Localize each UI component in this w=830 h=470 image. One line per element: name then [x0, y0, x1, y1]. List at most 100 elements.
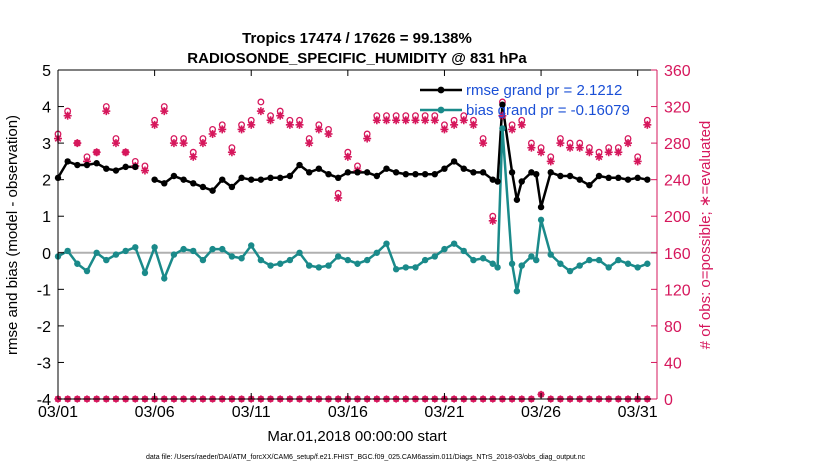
rmse-point	[533, 170, 540, 178]
rmse-point	[508, 169, 516, 176]
rmse-point	[373, 172, 381, 180]
obs-evaluated-point	[614, 148, 623, 157]
bias-point	[557, 260, 564, 267]
rmse-point	[325, 170, 332, 178]
bias-point	[489, 260, 496, 267]
obs-evaluated-point	[111, 139, 120, 148]
bias-point	[170, 251, 178, 258]
rmse-point	[392, 169, 400, 176]
obs-evaluated-point	[575, 143, 584, 152]
rmse-point	[634, 174, 641, 182]
x-tick-label: 03/21	[424, 404, 464, 421]
bias-point	[112, 251, 120, 258]
rmse-point	[513, 196, 521, 203]
chart-title-line1: Tropics 17474 / 17626 = 99.138%	[242, 30, 472, 47]
bias-point	[161, 275, 168, 282]
bias-point	[533, 256, 540, 264]
rmse-point	[431, 170, 438, 178]
bias-point	[383, 240, 390, 247]
rmse-point	[248, 176, 255, 183]
y-tick-label-right: 320	[664, 100, 691, 117]
bias-point	[586, 256, 593, 264]
rmse-point	[103, 165, 110, 172]
bias-point	[190, 247, 197, 255]
rmse-point	[528, 169, 535, 176]
bias-point	[441, 245, 448, 253]
bias-point	[248, 242, 255, 249]
obs-evaluated-point	[266, 116, 275, 125]
obs-evaluated-point	[179, 139, 188, 148]
bias-point	[257, 256, 265, 264]
y-axis-label-right: # of obs: o=possible; ∗=evaluated	[697, 121, 714, 350]
rmse-point	[112, 167, 120, 174]
obs-evaluated-point	[459, 116, 468, 125]
y-tick-label-left: 3	[42, 136, 51, 153]
bias-point	[354, 260, 361, 267]
obs-evaluated-point	[421, 116, 430, 125]
bias-point	[402, 264, 410, 271]
bias-point	[494, 264, 501, 271]
obs-evaluated-point	[150, 120, 159, 129]
y-tick-label-left: -4	[37, 392, 51, 409]
rmse-point	[624, 176, 632, 183]
obs-evaluated-point	[488, 216, 497, 225]
legend-swatch-marker	[437, 86, 445, 94]
rmse-point	[151, 176, 158, 183]
rmse-point	[180, 176, 187, 183]
obs-evaluated-point	[595, 152, 604, 161]
rmse-point	[277, 174, 284, 182]
bias-point	[122, 247, 129, 255]
x-tick-label: 03/01	[38, 404, 78, 421]
rmse-point	[344, 169, 352, 176]
bias-point	[392, 266, 400, 273]
rmse-point	[83, 161, 91, 169]
rmse-point	[132, 163, 139, 171]
bias-point	[83, 267, 91, 275]
rmse-point	[334, 174, 342, 182]
y-tick-label-left: 4	[42, 100, 51, 117]
obs-evaluated-point	[227, 148, 236, 157]
y-tick-label-left: -2	[37, 319, 51, 336]
rmse-point	[64, 158, 71, 165]
obs-evaluated-point	[624, 139, 633, 148]
bias-point	[513, 287, 521, 295]
obs-evaluated-point	[566, 143, 575, 152]
y-tick-label-left: 2	[42, 173, 51, 190]
bias-point	[141, 269, 149, 277]
y-tick-label-left: 5	[42, 63, 51, 80]
obs-evaluated-point	[102, 107, 111, 116]
bias-point	[315, 264, 323, 271]
plot-area	[54, 70, 657, 403]
legend-label: rmse grand pr = 2.1212	[466, 82, 622, 99]
y-tick-label-right: 40	[664, 355, 682, 372]
bias-point	[199, 256, 207, 264]
rmse-point	[644, 176, 651, 183]
bias-point	[209, 245, 216, 253]
obs-evaluated-point	[63, 111, 72, 120]
obs-evaluated-point	[401, 116, 410, 125]
obs-evaluated-point	[295, 120, 304, 129]
rmse-point	[470, 169, 477, 176]
y-axis-label-left: rmse and bias (model - observation)	[4, 115, 21, 355]
rmse-point	[383, 165, 390, 172]
legend-swatch-marker	[437, 106, 445, 114]
rmse-point	[161, 180, 168, 187]
bias-point	[228, 253, 236, 260]
bias-point	[373, 249, 381, 256]
obs-evaluated-point	[189, 152, 198, 161]
x-tick-label: 03/31	[618, 404, 658, 421]
rmse-point	[441, 165, 448, 172]
obs-evaluated-point	[237, 125, 246, 134]
bias-point	[595, 256, 603, 264]
y-tick-label-left: -1	[37, 282, 51, 299]
rmse-point	[499, 101, 506, 108]
obs-evaluated-point	[121, 148, 130, 157]
bias-point	[605, 264, 612, 271]
rmse-point	[586, 181, 593, 189]
rmse-point	[547, 169, 554, 176]
obs-evaluated-point	[392, 116, 401, 125]
obs-evaluated-point	[256, 107, 265, 116]
obs-evaluated-point	[517, 120, 526, 129]
rmse-point	[170, 172, 178, 180]
